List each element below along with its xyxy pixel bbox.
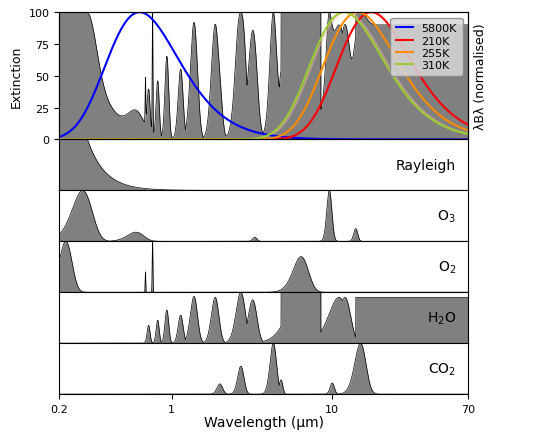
210K [56, 138, 62, 143]
310K [381, 60, 387, 65]
Text: CO$_2$: CO$_2$ [428, 360, 456, 377]
5800K [298, 136, 305, 141]
210K [465, 123, 471, 128]
Text: Wavelength (μm): Wavelength (μm) [203, 415, 324, 429]
210K [316, 106, 322, 111]
5800K [56, 135, 62, 140]
210K [359, 14, 365, 20]
Line: 210K: 210K [59, 13, 468, 140]
310K [298, 85, 305, 91]
Line: 255K: 255K [59, 13, 468, 140]
310K [341, 11, 348, 16]
255K [381, 36, 387, 42]
255K [359, 11, 366, 17]
210K [204, 138, 210, 143]
255K [56, 138, 62, 143]
210K [298, 130, 305, 135]
210K [76, 138, 83, 143]
5800K [136, 11, 143, 16]
310K [56, 138, 62, 143]
5800K [204, 99, 210, 105]
Legend: 5800K, 210K, 255K, 310K: 5800K, 210K, 255K, 310K [391, 19, 463, 76]
255K [355, 11, 361, 16]
5800K [381, 138, 387, 143]
Text: O$_2$: O$_2$ [437, 259, 456, 276]
310K [359, 24, 366, 29]
255K [298, 114, 305, 119]
Y-axis label: Extinction: Extinction [10, 46, 23, 108]
Text: O$_3$: O$_3$ [437, 208, 456, 225]
255K [465, 128, 471, 134]
310K [76, 138, 83, 143]
Line: 310K: 310K [59, 13, 468, 140]
Line: 5800K: 5800K [59, 13, 468, 140]
310K [465, 132, 471, 138]
5800K [359, 138, 366, 143]
5800K [316, 137, 322, 142]
310K [204, 138, 210, 143]
Y-axis label: λBλ (normalised): λBλ (normalised) [473, 24, 486, 130]
Text: Rayleigh: Rayleigh [395, 159, 456, 173]
210K [368, 11, 374, 16]
255K [316, 75, 322, 80]
255K [76, 138, 83, 143]
255K [204, 138, 210, 143]
5800K [76, 119, 83, 124]
5800K [465, 138, 471, 143]
310K [316, 41, 322, 46]
210K [381, 18, 387, 23]
Text: H$_2$O: H$_2$O [427, 310, 456, 326]
